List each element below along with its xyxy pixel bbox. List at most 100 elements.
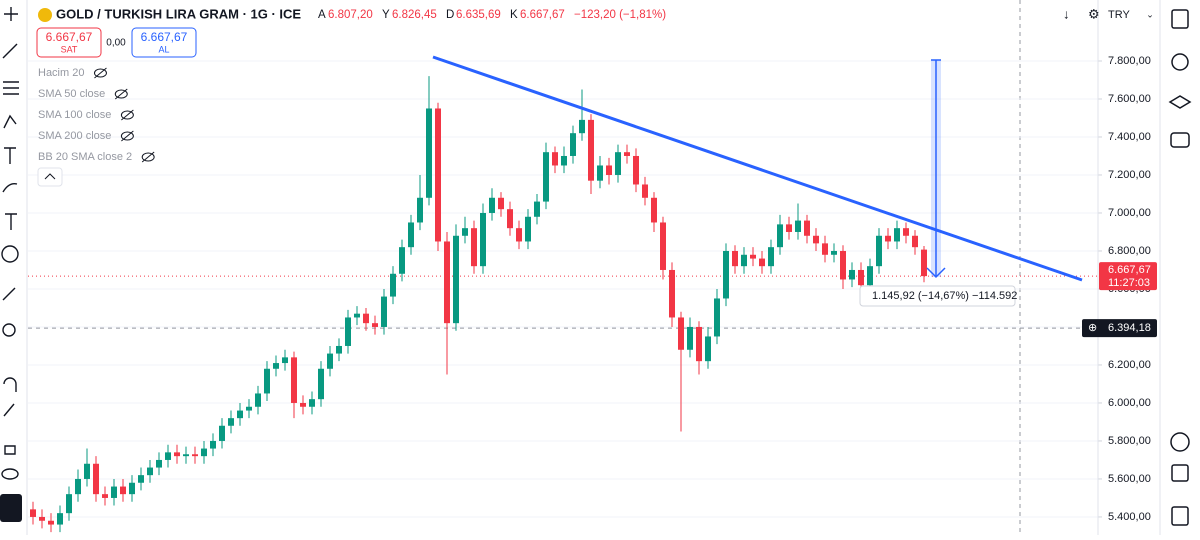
symbol-icon (38, 8, 52, 22)
candle-body (39, 516, 45, 521)
candle-body (462, 228, 468, 236)
sell-label: SAT (61, 44, 78, 54)
candle-body (237, 410, 243, 419)
candle-body (795, 220, 801, 232)
candle-body (741, 254, 747, 267)
sidebar-icons[interactable] (1168, 9, 1192, 526)
candle-body (471, 228, 477, 267)
candle-body (399, 247, 405, 274)
y-tick-label: 5.600,00 (1108, 473, 1151, 485)
candle-body (228, 418, 234, 426)
download-icon[interactable]: ↓ (1063, 6, 1070, 21)
candle-body (822, 243, 828, 255)
hidden-icon[interactable] (93, 68, 107, 78)
candle-body (597, 165, 603, 181)
indicator-label: SMA 50 close (38, 88, 105, 100)
candle-body (300, 402, 306, 407)
y-tick-label: 6.200,00 (1108, 359, 1151, 371)
trend-line[interactable] (432, 55, 1083, 282)
candle-body (111, 486, 117, 498)
candle-body (849, 269, 855, 280)
candle-body (534, 201, 540, 217)
candle-body (525, 216, 531, 242)
candle-body (309, 399, 315, 407)
settings-icon[interactable]: ⚙ (1088, 6, 1100, 21)
candle-body (804, 220, 810, 236)
hidden-icon[interactable] (141, 152, 155, 162)
candle-body (327, 353, 333, 369)
candle-body (768, 247, 774, 267)
candle-body (390, 273, 396, 297)
candle-body (426, 108, 432, 198)
candle-body (381, 296, 387, 327)
active-tool[interactable] (0, 494, 22, 522)
symbol-title[interactable]: GOLD / TURKISH LIRA GRAM · 1G · ICE (56, 6, 301, 21)
indicator-label: SMA 100 close (38, 109, 111, 121)
candle-body (507, 209, 513, 229)
countdown: 11:27:03 (1108, 277, 1150, 289)
hidden-icon[interactable] (120, 131, 134, 141)
candle-body (588, 119, 594, 181)
y-tick-label: 7.000,00 (1108, 207, 1151, 219)
candle-body (417, 197, 423, 223)
candle-body (858, 269, 864, 286)
candle-body (372, 323, 378, 327)
y-tick-label: 7.400,00 (1108, 131, 1151, 143)
candle-body (840, 250, 846, 280)
ohlc-key: K (510, 9, 518, 21)
candle-body (201, 448, 207, 457)
candle-body (138, 475, 144, 483)
hidden-icon[interactable] (114, 89, 128, 99)
last-price-label: 6.667,67 (1108, 264, 1151, 276)
candle-body (183, 454, 189, 457)
candle-body (579, 119, 585, 134)
candle-body (723, 250, 729, 299)
candle-body (867, 266, 873, 286)
y-tick-label: 5.800,00 (1108, 435, 1151, 447)
collapse-icon (44, 173, 56, 180)
candle-body (624, 152, 630, 156)
candle-body (561, 155, 567, 166)
candle-body (552, 152, 558, 166)
candle-body (75, 478, 81, 495)
candle-body (318, 368, 324, 400)
candle-body (336, 345, 342, 354)
collapse-button[interactable] (37, 167, 63, 187)
candle-body (354, 313, 360, 318)
candle-body (714, 298, 720, 337)
candle-body (264, 368, 270, 394)
y-tick-label: 7.200,00 (1108, 169, 1151, 181)
candle-body (831, 250, 837, 255)
candle-body (678, 317, 684, 350)
buy-price: 6.667,67 (141, 30, 188, 44)
currency[interactable]: TRY (1108, 9, 1130, 21)
candle-body (759, 258, 765, 267)
change: −123,20 (−1,81%) (574, 9, 666, 21)
candle-body (480, 212, 486, 267)
hidden-icon (141, 151, 155, 163)
ohlc-key: Y (382, 9, 390, 21)
candle-body (282, 357, 288, 364)
candle-body (786, 224, 792, 232)
hidden-icon[interactable] (120, 110, 134, 120)
last-price-badge (1099, 262, 1157, 291)
hidden-icon (121, 109, 134, 121)
crosshair-plus: ⊕ (1088, 322, 1097, 334)
candle-body (921, 249, 927, 277)
sell-button[interactable] (36, 27, 102, 58)
candle-body (669, 269, 675, 318)
candle-body (912, 235, 918, 248)
candle-body (219, 425, 225, 441)
buy-button[interactable] (131, 27, 197, 58)
candle-body (516, 228, 522, 242)
candle-body (543, 152, 549, 202)
y-tick-label: 7.800,00 (1108, 55, 1151, 67)
measure-label: 1.145,92 (−14,67%) −114.592 (872, 290, 1017, 302)
candle-body (705, 336, 711, 362)
candle-body (453, 235, 459, 324)
tool-icons[interactable] (1, 7, 19, 480)
candle-body (30, 509, 36, 517)
y-tick-label: 6.000,00 (1108, 397, 1151, 409)
candle-body (903, 228, 909, 236)
candle-body (813, 235, 819, 244)
